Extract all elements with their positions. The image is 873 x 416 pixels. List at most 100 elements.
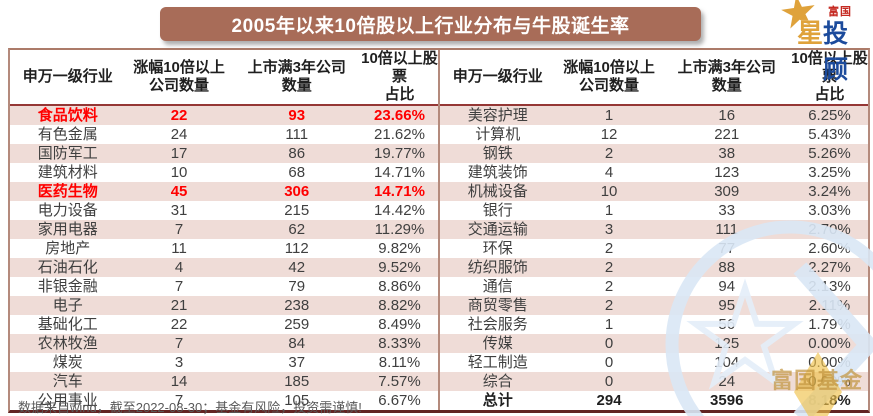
count-10x-cell: 7 — [174, 392, 184, 409]
table-row: 食品饮料 22 93 23.66% — [10, 105, 438, 125]
listed-3y-cell: 33 — [718, 202, 736, 219]
listed-3y-cell: 56 — [718, 316, 736, 333]
ratio-cell: 8.86% — [378, 278, 421, 295]
table-row: 轻工制造 0 104 0.00% — [440, 353, 868, 372]
table-row: 煤炭 3 37 8.11% — [10, 353, 438, 372]
count-10x-cell: 2 — [555, 258, 663, 277]
listed-3y-cell: 3596 — [710, 392, 744, 409]
count-10x-cell: 3 — [555, 220, 663, 239]
industry-cell: 农林牧渔 — [10, 334, 126, 353]
industry-cell: 公用事业 — [37, 392, 98, 409]
listed-3y-cell: 94 — [718, 278, 736, 295]
ratio-cell: 8.18% — [808, 392, 851, 409]
table-row: 汽车 14 185 7.57% — [10, 372, 438, 391]
count-10x-cell: 3 — [174, 354, 184, 371]
ratio-cell: 0.00% — [790, 334, 868, 353]
industry-cell: 钢铁 — [440, 144, 556, 163]
brand-logo: ★ 星 富国 投顾 — [776, 0, 872, 84]
count-10x-cell: 31 — [170, 202, 188, 219]
header-row: 申万一级行业 涨幅10倍以上 公司数量 上市满3年公司 数量 10倍以上股票 占… — [10, 50, 438, 106]
table-right: 申万一级行业 涨幅10倍以上 公司数量 上市满3年公司 数量 10倍以上股票 占… — [440, 50, 868, 410]
ratio-cell: 7.57% — [360, 372, 438, 391]
listed-3y-cell: 93 — [232, 105, 361, 125]
listed-3y-cell: 259 — [284, 316, 310, 333]
count-10x-cell: 24 — [170, 126, 188, 143]
table-row: 纺织服饰 2 88 2.27% — [440, 258, 868, 277]
ratio-cell: 2.60% — [808, 240, 851, 257]
industry-table-right: 申万一级行业 涨幅10倍以上 公司数量 上市满3年公司 数量 10倍以上股票 占… — [440, 50, 868, 410]
industry-cell: 国防军工 — [10, 144, 126, 163]
table-row: 机械设备 10 309 3.24% — [440, 182, 868, 201]
ratio-cell: 14.71% — [360, 182, 438, 201]
count-10x-cell: 2 — [604, 278, 614, 295]
count-10x-cell: 1 — [555, 105, 663, 125]
industry-cell: 轻工制造 — [467, 354, 528, 371]
count-10x-cell: 0 — [555, 334, 663, 353]
count-10x-cell: 21 — [125, 296, 233, 315]
col-header-ratio: 10倍以上股票 占比 — [360, 50, 438, 106]
table-row: 计算机 12 221 5.43% — [440, 125, 868, 144]
table-row: 医药生物 45 306 14.71% — [10, 182, 438, 201]
table-row: 环保 2 77 2.60% — [440, 239, 868, 258]
listed-3y-cell: 111 — [285, 126, 309, 143]
table-row: 基础化工 22 259 8.49% — [10, 315, 438, 334]
count-10x-cell: 12 — [600, 126, 618, 143]
industry-cell: 通信 — [482, 278, 513, 295]
industry-cell: 银行 — [482, 202, 513, 219]
ratio-cell: 11.29% — [360, 220, 438, 239]
page-title: 2005年以来10倍股以上行业分布与牛股诞生率 — [231, 15, 630, 37]
count-10x-cell: 1 — [604, 202, 614, 219]
listed-3y-cell: 112 — [284, 240, 309, 257]
logo-brand-large: 投顾 — [823, 20, 849, 84]
count-10x-cell: 0 — [604, 354, 614, 371]
listed-3y-cell: 86 — [232, 144, 361, 163]
count-10x-cell: 2 — [604, 240, 614, 257]
ratio-cell: 2.70% — [790, 220, 868, 239]
count-10x-cell: 7 — [125, 334, 233, 353]
count-10x-cell: 4 — [604, 164, 614, 181]
listed-3y-cell: 125 — [662, 334, 791, 353]
listed-3y-cell: 95 — [662, 296, 791, 315]
industry-cell: 基础化工 — [37, 316, 98, 333]
col-header-10x-count: 涨幅10倍以上 公司数量 — [555, 50, 663, 106]
industry-cell: 家用电器 — [10, 220, 126, 239]
listed-3y-cell: 84 — [232, 334, 361, 353]
count-10x-cell: 11 — [171, 240, 187, 257]
industry-cell: 煤炭 — [52, 354, 83, 371]
count-10x-cell: 4 — [125, 258, 233, 277]
listed-3y-cell: 221 — [714, 126, 740, 143]
table-row: 通信 2 94 2.13% — [440, 277, 868, 296]
col-header-industry: 申万一级行业 — [440, 50, 556, 106]
ratio-cell: 5.26% — [790, 144, 868, 163]
industry-cell: 电子 — [10, 296, 126, 315]
listed-3y-cell: 88 — [662, 258, 791, 277]
industry-cell: 纺织服饰 — [440, 258, 556, 277]
listed-3y-cell: 77 — [718, 240, 736, 257]
industry-cell: 计算机 — [475, 126, 521, 143]
listed-3y-cell: 104 — [714, 354, 740, 371]
col-header-listed-3y: 上市满3年公司 数量 — [232, 50, 361, 106]
industry-cell: 环保 — [482, 240, 513, 257]
industry-cell: 电力设备 — [37, 202, 98, 219]
industry-cell: 非银金融 — [37, 278, 98, 295]
ratio-cell: 19.77% — [360, 144, 438, 163]
table-row: 钢铁 2 38 5.26% — [440, 144, 868, 163]
industry-cell: 建筑材料 — [37, 164, 98, 181]
count-10x-cell: 1 — [604, 316, 614, 333]
ratio-cell: 5.43% — [808, 126, 851, 143]
table-row: 有色金属 24 111 21.62% — [10, 125, 438, 144]
listed-3y-cell: 79 — [288, 278, 306, 295]
ratio-cell: 0.00% — [790, 372, 868, 391]
count-10x-cell: 2 — [555, 296, 663, 315]
table-row: 农林牧渔 7 84 8.33% — [10, 334, 438, 353]
count-10x-cell: 10 — [555, 182, 663, 201]
col-header-industry: 申万一级行业 — [10, 50, 126, 106]
listed-3y-cell: 38 — [662, 144, 791, 163]
count-10x-cell: 45 — [125, 182, 233, 201]
count-10x-cell: 10 — [170, 164, 188, 181]
listed-3y-cell: 123 — [714, 164, 740, 181]
table-row: 综合 0 24 0.00% — [440, 372, 868, 391]
industry-cell: 汽车 — [10, 372, 126, 391]
industry-cell: 传媒 — [440, 334, 556, 353]
count-10x-cell: 22 — [125, 105, 233, 125]
